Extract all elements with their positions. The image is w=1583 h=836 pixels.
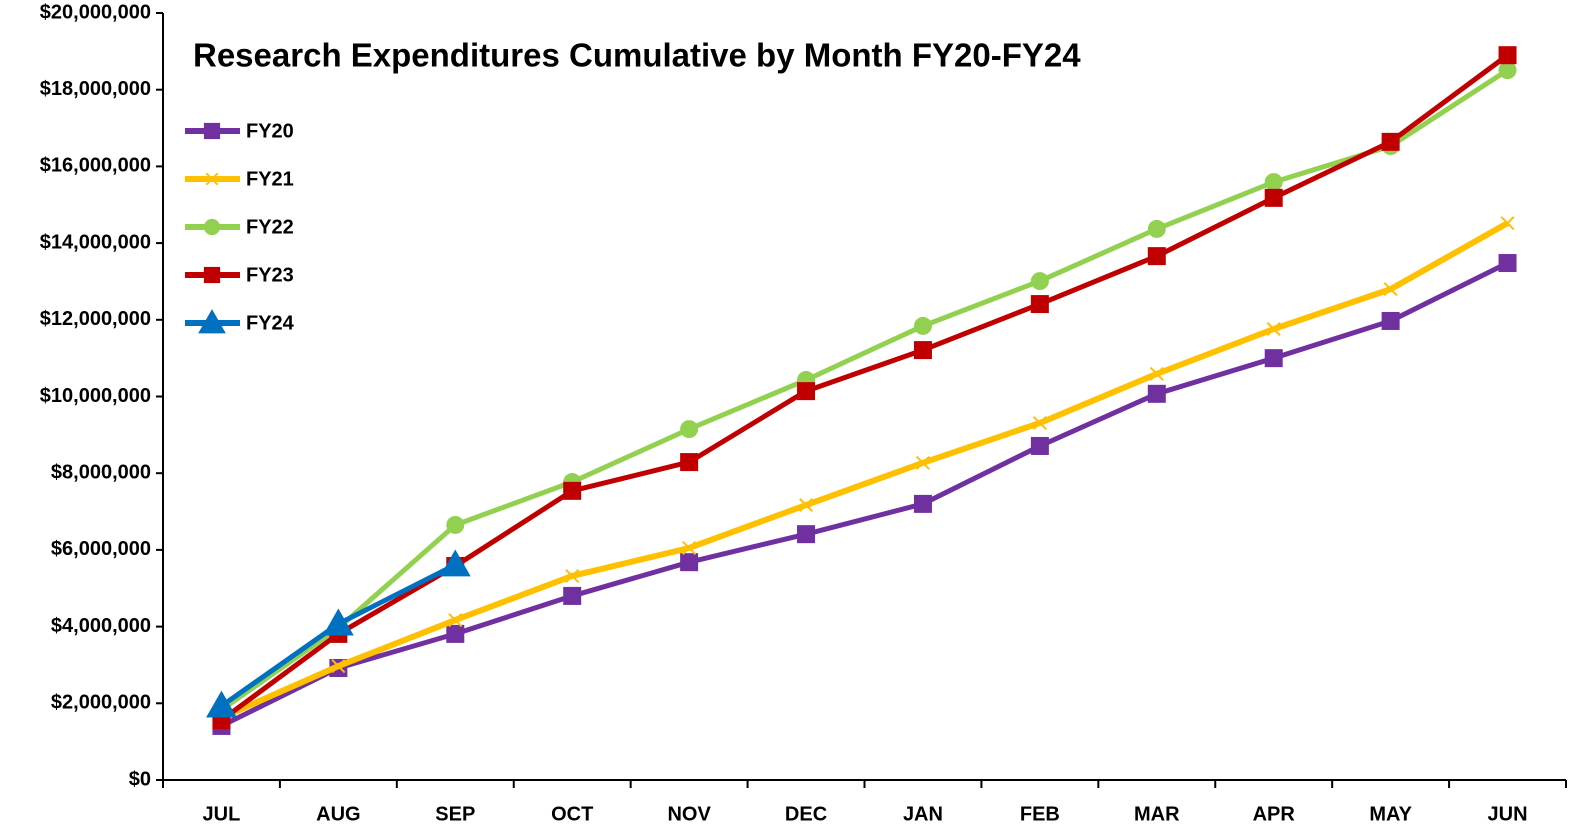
data-point [1030, 436, 1049, 455]
data-point [563, 586, 582, 605]
data-point [1149, 366, 1164, 381]
x-tick-label: DEC [785, 803, 827, 825]
legend-marker [198, 309, 226, 334]
data-point [1381, 311, 1400, 330]
data-point [565, 568, 580, 583]
series-line [219, 53, 1510, 723]
data-point [1030, 295, 1049, 314]
y-tick-label: $20,000,000 [40, 1, 151, 23]
x-tick-label: OCT [551, 803, 593, 825]
legend-label: FY22 [246, 216, 294, 238]
x-tick-label: JUN [1488, 803, 1528, 825]
x-tick-label: NOV [667, 803, 711, 825]
data-point [446, 515, 465, 534]
y-tick-label: $0 [129, 768, 151, 790]
data-point [446, 624, 465, 643]
y-tick-label: $6,000,000 [51, 538, 151, 560]
data-point [1264, 349, 1283, 368]
legend-marker [203, 266, 221, 284]
legend-label: FY20 [246, 120, 294, 142]
data-point [1030, 272, 1049, 291]
legend-marker [203, 122, 221, 140]
data-point [1032, 415, 1047, 430]
data-point [1383, 282, 1398, 297]
data-point [563, 481, 582, 500]
data-point [680, 420, 699, 439]
data-point [1264, 188, 1283, 207]
data-point [1498, 61, 1517, 80]
y-tick-label: $2,000,000 [51, 692, 151, 714]
series-line [220, 260, 1509, 729]
legend-label: FY23 [246, 264, 294, 286]
data-point [1498, 254, 1517, 273]
data-point [448, 613, 463, 628]
data-point [439, 549, 471, 577]
data-point [913, 341, 932, 360]
data-point [1147, 384, 1166, 403]
y-tick-label: $14,000,000 [40, 231, 151, 253]
x-tick-label: APR [1253, 803, 1296, 825]
legend-label: FY21 [246, 168, 294, 190]
series-line [220, 68, 1509, 712]
data-point [206, 690, 237, 718]
data-point [1266, 321, 1281, 337]
data-point [1147, 219, 1166, 238]
x-tick-label: MAY [1369, 803, 1412, 825]
y-tick-label: $10,000,000 [40, 385, 151, 407]
data-point [799, 498, 814, 513]
y-tick-label: $8,000,000 [51, 461, 151, 483]
x-tick-label: SEP [435, 803, 475, 825]
data-point [1500, 216, 1515, 231]
data-point [322, 608, 354, 636]
y-tick-label: $12,000,000 [40, 308, 151, 330]
data-point [680, 553, 699, 572]
x-tick-label: AUG [316, 803, 360, 825]
legend-marker [205, 172, 219, 186]
data-point [682, 540, 697, 555]
chart-title: Research Expenditures Cumulative by Mont… [193, 37, 1081, 74]
data-point [797, 382, 816, 401]
data-point [913, 494, 932, 513]
x-tick-label: FEB [1020, 803, 1060, 825]
data-point [680, 453, 699, 472]
legend-label: FY24 [246, 312, 295, 334]
data-point [1264, 173, 1283, 192]
data-point [331, 659, 346, 674]
x-tick-label: JUL [203, 803, 241, 825]
legend-marker [203, 218, 221, 236]
data-point [913, 316, 932, 335]
data-point [915, 455, 930, 470]
x-tick-label: JAN [903, 803, 943, 825]
data-point [1498, 46, 1517, 65]
data-point [1381, 132, 1400, 151]
data-point [1147, 247, 1166, 266]
y-tick-label: $18,000,000 [40, 78, 151, 100]
data-point [797, 525, 816, 544]
y-tick-label: $4,000,000 [51, 615, 151, 637]
x-tick-label: MAR [1134, 803, 1180, 825]
y-tick-label: $16,000,000 [40, 155, 151, 177]
series-line [220, 220, 1510, 721]
